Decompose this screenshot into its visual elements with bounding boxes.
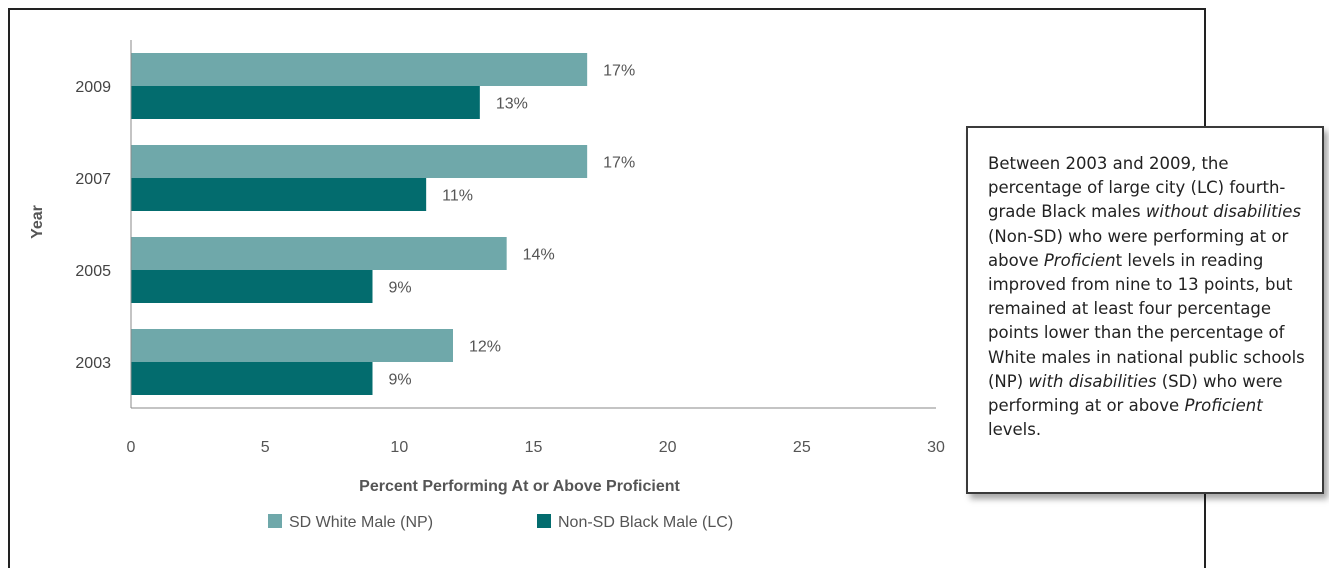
bar-2005-series-2 [131, 270, 373, 303]
y-axis-title: Year [29, 205, 46, 239]
axes-group: 2009 2007 2005 2003 0 5 10 15 20 25 30 Percent Perf… [29, 40, 945, 495]
data-label-2007-series-2: 11% [442, 188, 473, 205]
bars-group: 17% 13% 17% 11% 14% 9% 12% 9% [131, 53, 635, 395]
callout-segment-3: (Non-SD) who were performing at or above [988, 226, 1289, 270]
x-tick-label-5: 5 [261, 439, 270, 456]
data-label-2009-series-2: 13% [496, 96, 528, 113]
callout-segment-1: Between 2003 and 2009, the percentage of… [988, 154, 1286, 222]
data-label-2005-series-1: 14% [523, 247, 555, 264]
callout-segment-5: t levels in reading improved from nine t… [988, 250, 1305, 391]
callout-segment-6: with disabilities [1028, 371, 1157, 391]
callout-segment-2: without disabilities [1145, 202, 1301, 222]
data-label-2005-series-2: 9% [389, 280, 412, 297]
data-label-2007-series-1: 17% [603, 155, 635, 172]
bar-2007-series-2 [131, 178, 427, 211]
x-tick-label-15: 15 [525, 439, 543, 456]
callout-box: Between 2003 and 2009, the percentage of… [966, 126, 1324, 494]
y-tick-label-2009: 2009 [75, 79, 111, 96]
bar-2007-series-1 [131, 145, 588, 178]
y-tick-label-2005: 2005 [75, 263, 111, 280]
bar-2009-series-1 [131, 53, 588, 86]
data-label-2003-series-2: 9% [389, 372, 412, 389]
legend-label-series-2: Non-SD Black Male (LC) [558, 514, 733, 531]
legend-swatch-series-2 [537, 514, 551, 528]
x-axis-title: Percent Performing At or Above Proficien… [359, 478, 680, 495]
callout-segment-8: Proficient [1184, 396, 1263, 416]
legend-label-series-1: SD White Male (NP) [289, 514, 433, 531]
x-tick-label-20: 20 [659, 439, 677, 456]
x-tick-label-30: 30 [927, 439, 945, 456]
callout-segment-4: Proficien [1043, 250, 1116, 270]
bar-2003-series-2 [131, 362, 373, 395]
legend-swatch-series-1 [268, 514, 282, 528]
legend-group: SD White Male (NP) Non-SD Black Male (LC) [268, 514, 733, 531]
y-tick-label-2007: 2007 [75, 171, 111, 188]
callout-text: Between 2003 and 2009, the percentage of… [988, 152, 1314, 442]
y-tick-label-2003: 2003 [75, 355, 111, 372]
x-tick-label-0: 0 [127, 439, 136, 456]
bar-2009-series-2 [131, 86, 480, 119]
data-label-2003-series-1: 12% [469, 339, 501, 356]
callout-segment-7: (SD) who were performing at or above [988, 371, 1283, 416]
x-tick-label-10: 10 [390, 439, 408, 456]
x-tick-label-25: 25 [793, 439, 811, 456]
data-label-2009-series-1: 17% [603, 63, 635, 80]
bar-2003-series-1 [131, 329, 453, 362]
callout-segment-9: levels. [988, 420, 1042, 440]
bar-2005-series-1 [131, 237, 507, 270]
